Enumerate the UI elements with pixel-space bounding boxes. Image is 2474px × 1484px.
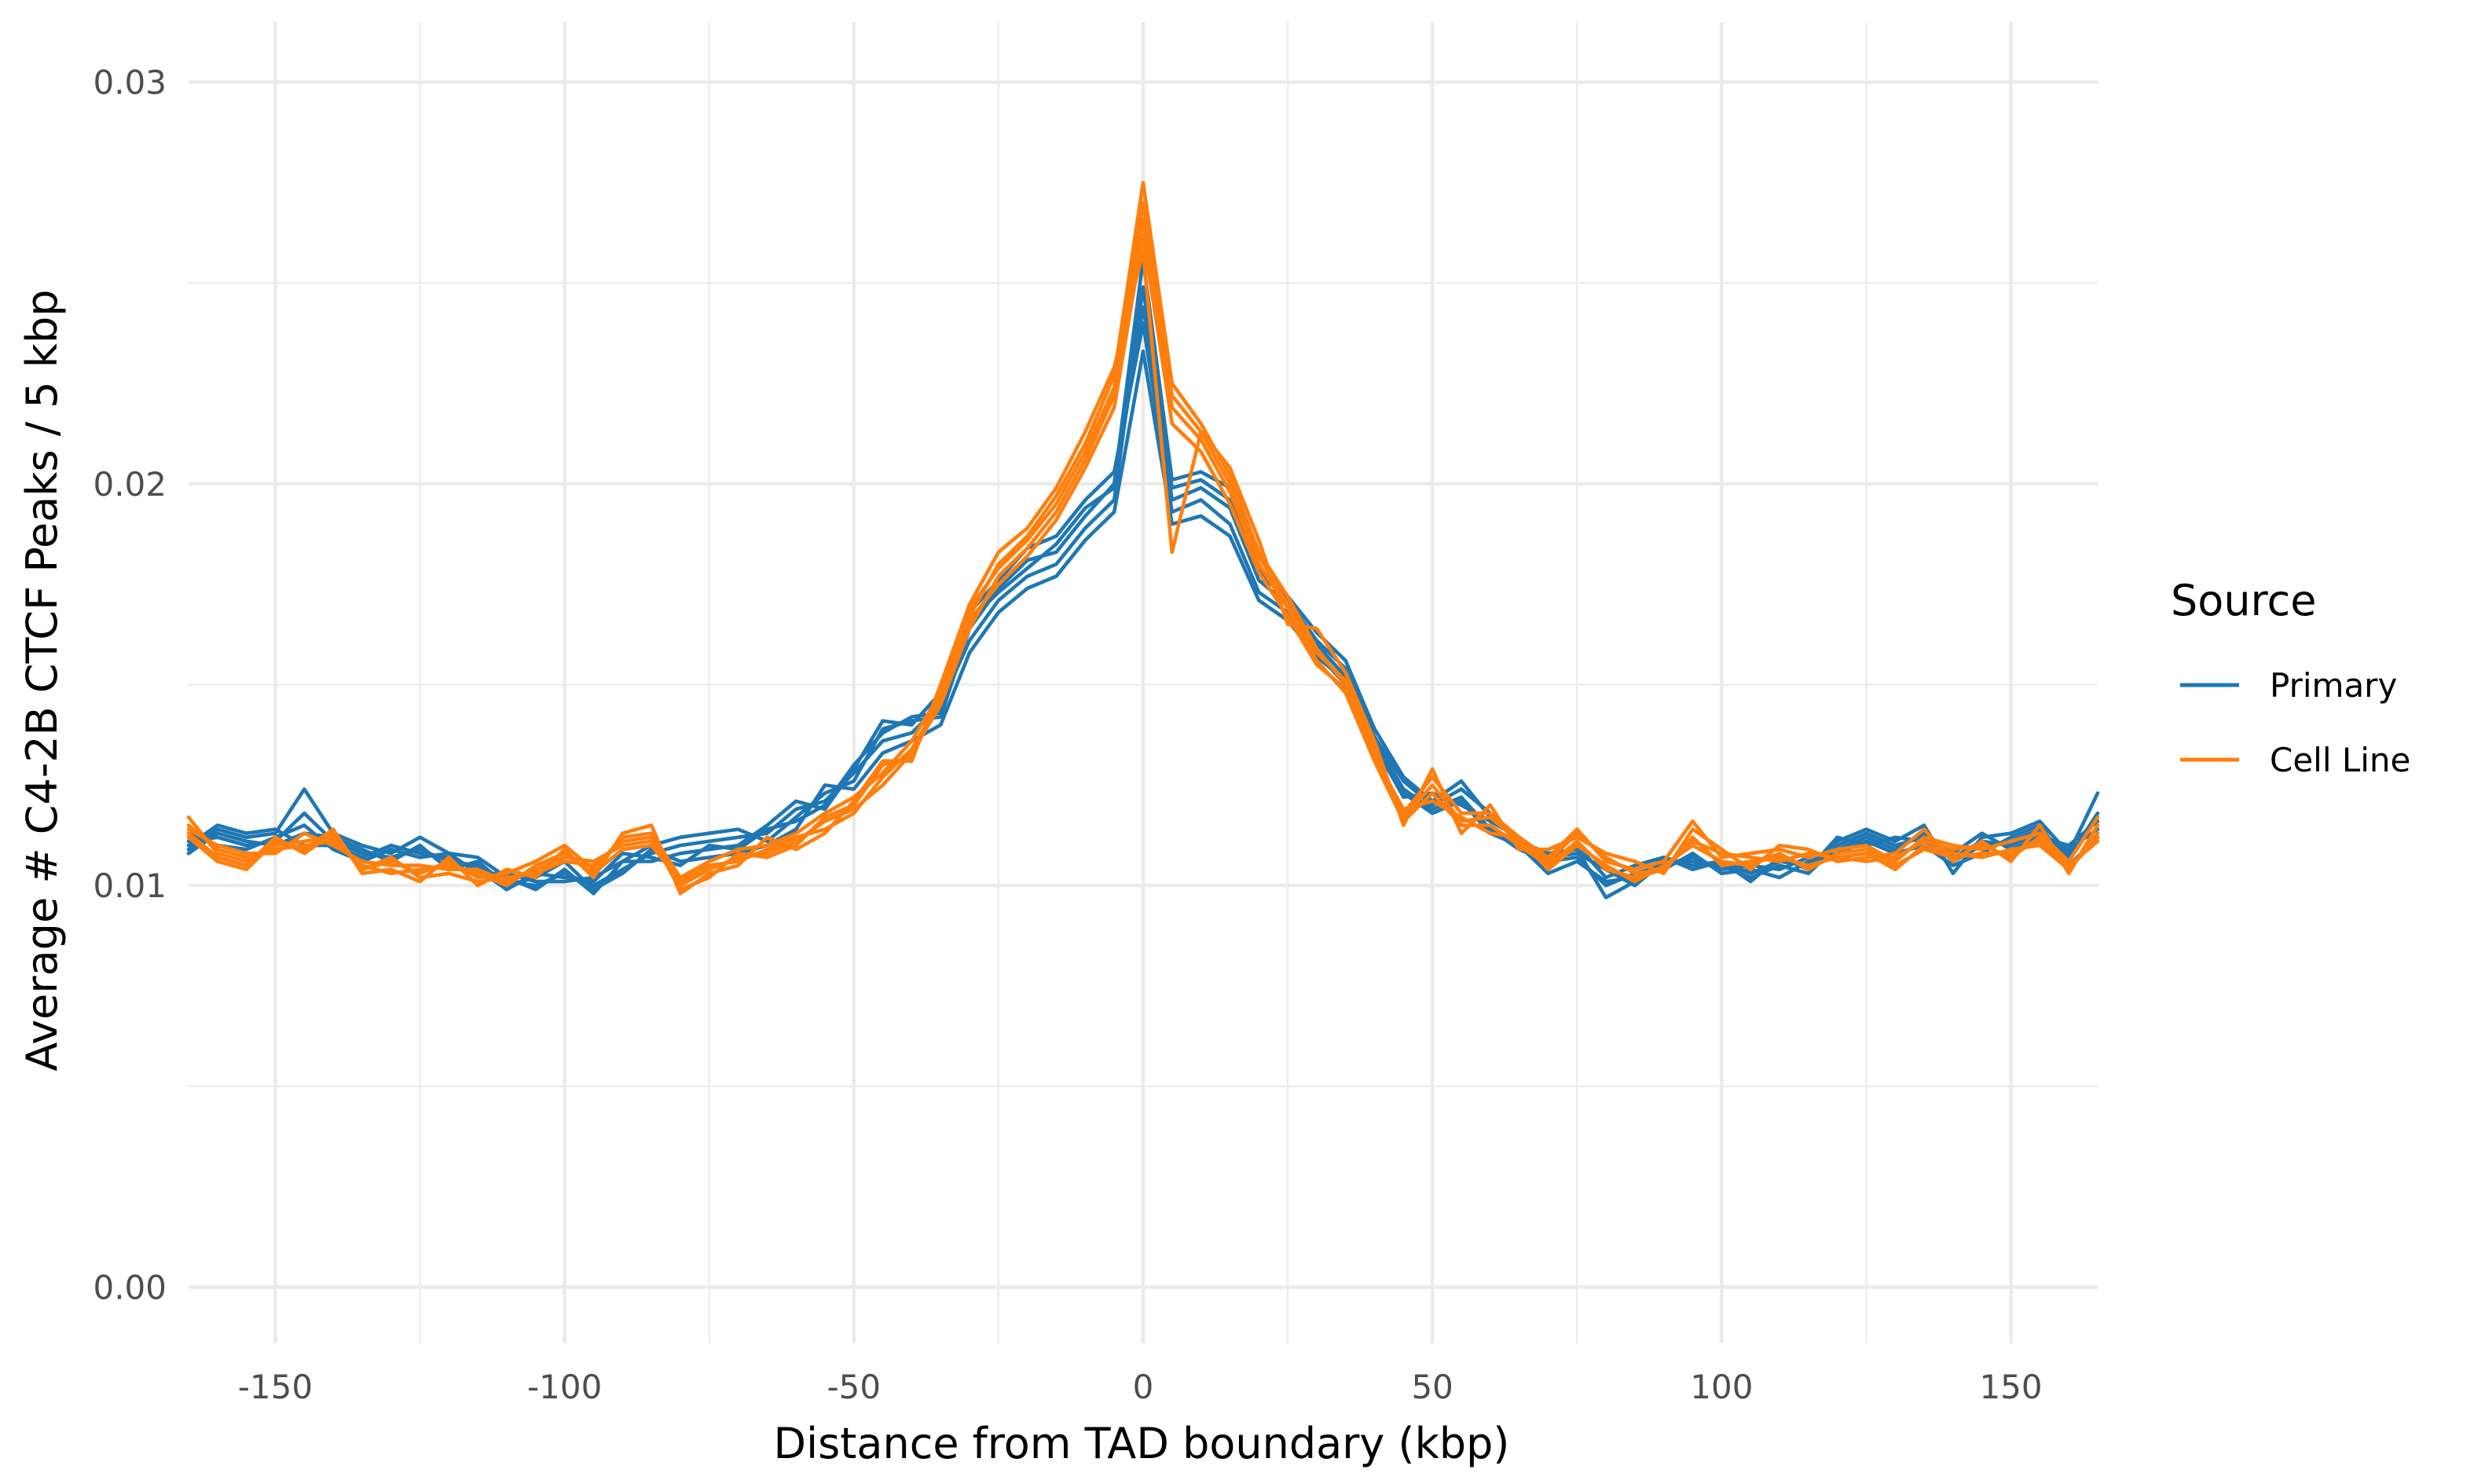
y-tick-label: 0.00 xyxy=(93,1268,167,1306)
x-tick-label: -50 xyxy=(827,1368,881,1406)
x-axis-title: Distance from TAD boundary (kbp) xyxy=(773,1419,1509,1468)
series-line-cell-line-7 xyxy=(186,217,2100,888)
x-tick-label: 50 xyxy=(1411,1368,1453,1406)
y-tick-label: 0.01 xyxy=(93,867,167,905)
x-tick-label: 0 xyxy=(1133,1368,1154,1406)
y-tick-label: 0.02 xyxy=(93,465,167,504)
y-axis-tick-labels: 0.00 0.01 0.02 0.03 xyxy=(93,64,167,1307)
x-tick-label: 100 xyxy=(1690,1368,1753,1406)
legend: Source Primary Cell Line xyxy=(2171,576,2410,779)
legend-label-cell-line: Cell Line xyxy=(2270,741,2410,779)
x-tick-label: -150 xyxy=(238,1368,313,1406)
series-layer xyxy=(186,181,2100,900)
x-tick-label: -100 xyxy=(527,1368,602,1406)
legend-label-primary: Primary xyxy=(2270,666,2397,705)
major-gridlines xyxy=(189,22,2098,1343)
y-axis-title: Average # C4-2B CTCF Peaks / 5 kbp xyxy=(17,289,67,1071)
y-tick-label: 0.03 xyxy=(93,64,167,102)
series-line-primary-5 xyxy=(186,305,2100,892)
series-line-cell-line-9 xyxy=(186,233,2100,888)
series-line-cell-line-10 xyxy=(186,200,2100,892)
series-line-cell-line-8 xyxy=(186,249,2100,896)
series-line-cell-line-6 xyxy=(186,181,2100,880)
x-axis-tick-labels: -150 -100 -50 0 50 100 150 xyxy=(238,1368,2043,1406)
x-tick-label: 150 xyxy=(1979,1368,2042,1406)
legend-title: Source xyxy=(2171,576,2316,625)
